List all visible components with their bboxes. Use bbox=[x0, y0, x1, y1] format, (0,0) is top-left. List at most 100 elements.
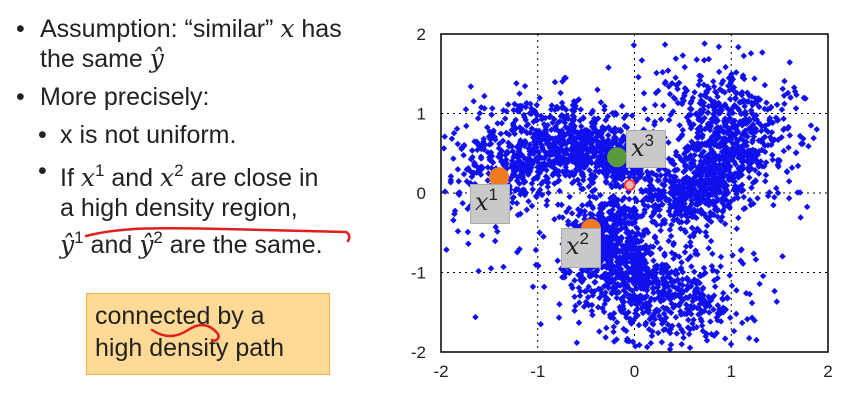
scatter-point bbox=[488, 111, 495, 119]
math-yhat1: ŷ bbox=[60, 230, 75, 259]
scatter-point bbox=[681, 249, 689, 256]
scatter-point bbox=[696, 272, 704, 280]
scatter-point bbox=[467, 83, 475, 90]
scatter-point bbox=[607, 127, 615, 134]
scatter-point bbox=[751, 75, 758, 82]
scatter-point bbox=[577, 106, 584, 113]
scatter-point bbox=[658, 189, 665, 197]
scatter-point bbox=[637, 285, 645, 292]
scatter-point bbox=[644, 116, 652, 123]
scatter-point bbox=[487, 135, 494, 143]
scatter-point bbox=[460, 152, 467, 159]
scatter-point bbox=[659, 269, 667, 276]
scatter-point bbox=[712, 186, 719, 193]
scatter-point bbox=[605, 141, 613, 148]
scatter-point bbox=[675, 253, 683, 260]
math-yhat2: ŷ bbox=[139, 230, 154, 259]
scatter-point bbox=[619, 302, 627, 310]
scatter-point bbox=[454, 190, 462, 197]
scatter-point bbox=[754, 195, 761, 202]
scatter-point bbox=[750, 250, 758, 257]
scatter-point bbox=[721, 220, 729, 228]
scatter-point bbox=[702, 303, 710, 310]
scatter-point bbox=[778, 134, 785, 141]
scatter-point bbox=[646, 178, 654, 185]
scatter-point bbox=[441, 188, 449, 195]
scatter-point bbox=[740, 205, 747, 213]
axis-ticks: -2 -1 0 1 2 2 1 0 -1 -2 bbox=[411, 25, 833, 381]
scatter-point bbox=[707, 318, 714, 325]
scatter-point bbox=[528, 147, 536, 154]
scatter-point bbox=[598, 290, 606, 297]
scatter-point bbox=[731, 170, 739, 177]
scatter-point bbox=[570, 124, 577, 131]
scatter-point bbox=[499, 137, 507, 145]
scatter-point bbox=[735, 173, 743, 181]
scatter-point bbox=[622, 249, 629, 257]
subbullet-close-in-density: If x1 and x2 are close in a high density… bbox=[14, 156, 414, 260]
scatter-point bbox=[570, 178, 578, 185]
scatter-point bbox=[558, 201, 565, 209]
scatter-point bbox=[540, 283, 548, 291]
scatter-point bbox=[748, 299, 756, 307]
scatter-point bbox=[653, 221, 660, 229]
scatter-point bbox=[642, 294, 649, 301]
scatter-point bbox=[577, 276, 584, 284]
scatter-point bbox=[753, 336, 760, 344]
scatter-point bbox=[522, 164, 529, 171]
scatter-point bbox=[697, 315, 705, 323]
scatter-point bbox=[642, 242, 649, 249]
scatter-point bbox=[582, 298, 590, 306]
scatter-point bbox=[596, 294, 603, 302]
scatter-point bbox=[756, 280, 763, 288]
scatter-point bbox=[513, 200, 521, 207]
scatter-point bbox=[516, 151, 524, 159]
scatter-point bbox=[622, 327, 630, 335]
scatter-point bbox=[644, 248, 651, 256]
scatter-point bbox=[614, 216, 621, 223]
scatter-point bbox=[545, 189, 552, 197]
scatter-point bbox=[568, 139, 576, 147]
scatter-point bbox=[450, 217, 457, 224]
scatter-point bbox=[641, 105, 648, 113]
scatter-point bbox=[786, 132, 794, 139]
scatter-point bbox=[555, 314, 563, 321]
x-tick-label: 2 bbox=[823, 362, 832, 381]
scatter-point bbox=[471, 138, 478, 145]
scatter-point bbox=[613, 140, 621, 148]
scatter-point bbox=[643, 174, 650, 182]
scatter-point bbox=[726, 203, 733, 211]
scatter-point bbox=[712, 125, 720, 132]
scatter-point bbox=[664, 321, 672, 328]
scatter-point bbox=[667, 232, 675, 240]
scatter-point bbox=[609, 223, 616, 230]
scatter-point bbox=[771, 287, 778, 295]
bullet-text: the same bbox=[40, 45, 150, 73]
scatter-point bbox=[780, 115, 787, 123]
scatter-point bbox=[538, 161, 546, 168]
scatter-point bbox=[668, 185, 675, 192]
scatter-point bbox=[740, 52, 748, 60]
scatter-point bbox=[713, 142, 721, 150]
scatter-point bbox=[664, 67, 672, 74]
scatter-point bbox=[768, 151, 776, 159]
scatter-point bbox=[625, 220, 633, 227]
scatter-point bbox=[619, 168, 626, 176]
scatter-point bbox=[650, 210, 658, 217]
scatter-point bbox=[685, 330, 693, 338]
scatter-point bbox=[689, 304, 697, 312]
scatter-point bbox=[776, 157, 783, 164]
scatter-point bbox=[496, 140, 503, 148]
scatter-point bbox=[487, 265, 495, 272]
scatter-point bbox=[696, 115, 703, 122]
scatter-point bbox=[571, 277, 578, 284]
callout-line-1: connected by a bbox=[95, 302, 265, 330]
scatter-point bbox=[540, 233, 547, 240]
scatter-point bbox=[459, 199, 466, 207]
scatter-point bbox=[440, 145, 448, 152]
scatter-point bbox=[732, 89, 740, 97]
scatter-point bbox=[601, 300, 609, 308]
scatter-point bbox=[679, 126, 687, 134]
scatter-point bbox=[688, 263, 695, 270]
scatter-point bbox=[780, 147, 788, 155]
